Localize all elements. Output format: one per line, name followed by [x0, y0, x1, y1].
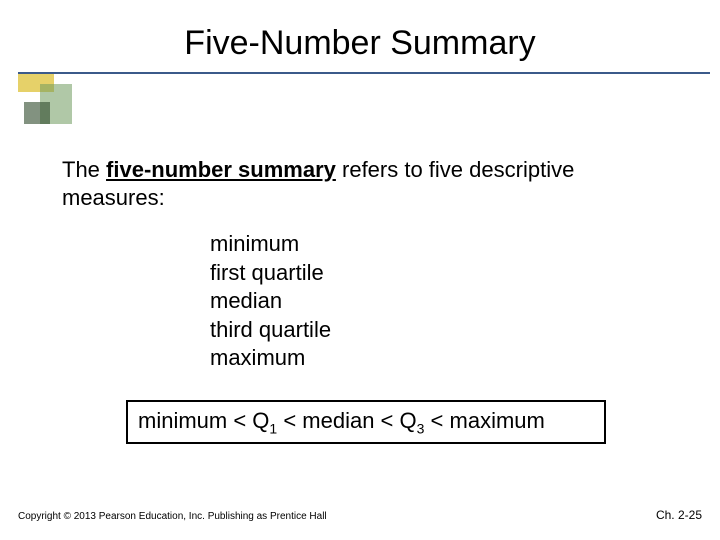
list-item: maximum — [210, 344, 331, 373]
footer-copyright: Copyright © 2013 Pearson Education, Inc.… — [18, 511, 327, 522]
intro-text: The five-number summary refers to five d… — [62, 156, 680, 211]
intro-pre: The — [62, 157, 106, 182]
footer-page-ref: Ch. 2-25 — [656, 508, 702, 522]
list-item: third quartile — [210, 316, 331, 345]
list-item: median — [210, 287, 331, 316]
decor-square-dark — [24, 102, 50, 124]
ineq-part: minimum < Q — [138, 408, 269, 433]
measures-list: minimum first quartile median third quar… — [210, 230, 331, 373]
title-underline — [18, 72, 710, 74]
page-title: Five-Number Summary — [0, 24, 720, 63]
ineq-part: < maximum — [424, 408, 544, 433]
ineq-part: < median < Q — [277, 408, 416, 433]
list-item: minimum — [210, 230, 331, 259]
list-item: first quartile — [210, 259, 331, 288]
corner-decoration — [18, 74, 80, 136]
slide: Five-Number Summary The five-number summ… — [0, 0, 720, 540]
intro-term: five-number summary — [106, 157, 336, 182]
inequality-box: minimum < Q1 < median < Q3 < maximum — [126, 400, 606, 444]
